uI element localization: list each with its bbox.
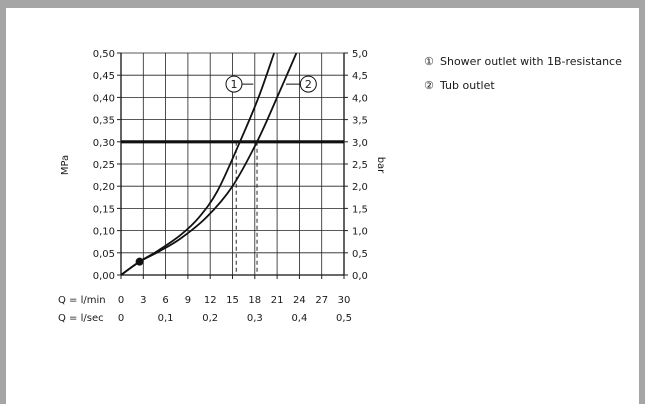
y-tick-label-left-2: 0,10: [93, 227, 115, 238]
series-marker-label-1: 1: [230, 78, 237, 91]
legend-marker-2: ②: [424, 79, 434, 92]
chart-ticks: 0 3 6 9 12 15 18 21 24 27 300 0,1 0,2 0,3 0,4 0,50,00 0,…: [93, 49, 368, 324]
x-tick-label-min-8: 24: [293, 295, 306, 306]
y-tick-label-left-7: 0,35: [93, 116, 115, 127]
series-marker-label-2: 2: [305, 78, 312, 91]
x-tick-label-min-9: 27: [315, 295, 328, 306]
y-tick-label-right-8: 4,0: [352, 93, 368, 104]
y-axis-left-label: MPa: [60, 155, 71, 175]
series-marker-circle-2: [299, 75, 317, 93]
y-tick-label-left-9: 0,45: [93, 71, 115, 82]
x-tick-label-sec-4: 0,4: [291, 313, 307, 324]
series-marker-circle-1: [225, 75, 243, 93]
x-tick-label-sec-2: 0,2: [202, 313, 218, 324]
y-tick-label-left-6: 0,30: [93, 138, 115, 149]
y-tick-label-right-5: 2,5: [352, 160, 368, 171]
x-tick-label-min-3: 9: [185, 295, 191, 306]
x-axis-label-l-sec: Q = l/sec: [58, 313, 104, 324]
y-tick-label-right-2: 1,0: [352, 227, 368, 238]
x-tick-label-min-0: 0: [118, 295, 124, 306]
series-line-2: [120, 52, 298, 276]
x-tick-label-min-10: 30: [338, 295, 351, 306]
y-tick-label-left-10: 0,50: [93, 49, 115, 60]
x-tick-label-sec-3: 0,3: [247, 313, 263, 324]
y-tick-label-left-3: 0,15: [93, 204, 115, 215]
y-tick-label-left-0: 0,00: [93, 271, 115, 282]
y-axis-right-label: bar: [375, 157, 386, 174]
y-tick-label-right-0: 0,0: [352, 271, 368, 282]
x-tick-label-min-1: 3: [140, 295, 146, 306]
y-tick-label-right-6: 3,0: [352, 138, 368, 149]
y-tick-label-right-9: 4,5: [352, 71, 368, 82]
x-tick-label-sec-0: 0: [118, 313, 124, 324]
y-tick-label-right-7: 3,5: [352, 116, 368, 127]
start-point: [135, 257, 144, 266]
x-tick-label-min-4: 12: [204, 295, 217, 306]
legend-text-1: Shower outlet with 1B-resistance: [440, 55, 622, 68]
chart-legend: ① Shower outlet with 1B-resistance ② Tub…: [424, 54, 624, 102]
y-tick-label-right-4: 2,0: [352, 182, 368, 193]
chart-series: [120, 52, 298, 276]
y-tick-label-left-8: 0,40: [93, 93, 115, 104]
legend-text-2: Tub outlet: [440, 79, 495, 92]
x-tick-label-min-5: 15: [226, 295, 239, 306]
x-tick-label-min-6: 18: [248, 295, 261, 306]
legend-item-2: ② Tub outlet: [424, 78, 624, 93]
y-tick-label-left-1: 0,05: [93, 249, 115, 260]
y-tick-label-left-5: 0,25: [93, 160, 115, 171]
x-tick-label-min-7: 21: [271, 295, 284, 306]
x-tick-label-sec-5: 0,5: [336, 313, 352, 324]
legend-marker-1: ①: [424, 55, 434, 68]
y-tick-label-right-10: 5,0: [352, 49, 368, 60]
legend-item-1: ① Shower outlet with 1B-resistance: [424, 54, 624, 69]
y-tick-label-right-1: 0,5: [352, 249, 368, 260]
x-tick-label-min-2: 6: [162, 295, 168, 306]
x-tick-label-sec-1: 0,1: [158, 313, 174, 324]
y-tick-label-left-4: 0,20: [93, 182, 115, 193]
y-tick-label-right-3: 1,5: [352, 204, 368, 215]
x-axis-label-l-min: Q = l/min: [58, 295, 106, 306]
